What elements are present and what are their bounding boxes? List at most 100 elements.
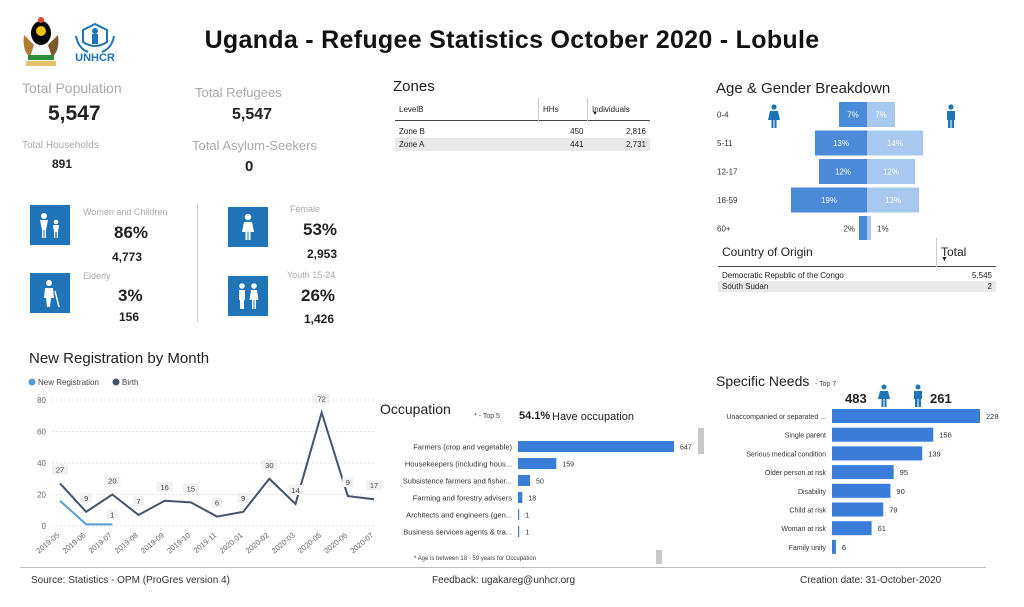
data-label: 1 [110, 510, 114, 519]
value-label: 1 [525, 530, 529, 537]
country-total: 5,545 [971, 271, 992, 280]
table-row[interactable]: Zone B 450 2,816 [395, 121, 650, 139]
male-pct-label: 1% [877, 225, 889, 234]
value-label: 139 [928, 449, 941, 458]
female-pct-label: 19% [821, 196, 837, 205]
female-icon [878, 384, 890, 413]
bar [832, 539, 836, 554]
female-pct-label: 2% [843, 225, 855, 234]
country-header-total[interactable]: Total ▼ [937, 238, 997, 267]
specific-needs-male-count: 261 [930, 391, 952, 406]
female-pct-label: 12% [835, 168, 851, 177]
table-row[interactable]: South Sudan 2 [718, 281, 996, 292]
x-tick-label: 2020-02 [244, 531, 271, 556]
y-tick-label: 80 [37, 396, 46, 405]
occupation-footnote: * Age is between 18 - 59 years for Occup… [414, 556, 537, 562]
footer-rule [20, 567, 986, 568]
bar [518, 441, 674, 452]
y-tick-label: 60 [37, 428, 46, 437]
table-row[interactable]: Zone A 441 2,731 [395, 138, 650, 151]
unhcr-logo-text: UNHCR [75, 52, 115, 64]
data-label: 9 [84, 494, 88, 503]
data-label-bg [106, 509, 118, 520]
data-label: 9 [241, 494, 245, 503]
bar [832, 483, 891, 498]
male-icon-leg [948, 120, 951, 128]
women-children-count: 4,773 [112, 250, 143, 264]
y-tick-label: 40 [37, 459, 46, 468]
y-tick-label: 0 [42, 522, 47, 531]
data-label: 27 [56, 465, 64, 474]
country-header-name[interactable]: Country of Origin [718, 238, 937, 267]
demographics-divider [197, 204, 198, 322]
value-label: 159 [562, 462, 574, 469]
value-label: 6 [842, 543, 846, 552]
zones-header-individuals-label: Individuals [592, 104, 630, 114]
age-group-label: 12-17 [717, 168, 738, 177]
female-bar [815, 130, 867, 156]
x-tick-label: 2020-01 [218, 531, 245, 556]
elderly-label: Elderly [83, 271, 111, 281]
value-label: 95 [900, 468, 908, 477]
bar [832, 427, 934, 442]
x-tick-label: 2020-07 [348, 531, 375, 556]
women-children-pct: 86% [114, 223, 149, 242]
bar [832, 409, 980, 423]
youth-icon [228, 276, 268, 316]
data-label-bg [211, 497, 223, 508]
zone-individuals: 2,731 [625, 140, 646, 149]
x-tick-label: 2019-09 [139, 531, 166, 556]
zones-header-hhs[interactable]: HHs [538, 98, 588, 121]
male-icon-head [948, 104, 954, 110]
female-icon-body [768, 111, 780, 120]
footer-created: Creation date: 31-October-2020 [800, 575, 942, 586]
data-label-bg [133, 495, 144, 506]
value-label: 1 [525, 513, 529, 520]
total-households-label: Total Households [22, 140, 99, 151]
female-bar [839, 102, 867, 127]
registration-chart-title: New Registration by Month [29, 350, 210, 367]
zones-header-individuals[interactable]: Individuals ▼ [588, 98, 651, 121]
zones-header-level[interactable]: LevelB [395, 98, 539, 121]
series-line [59, 409, 375, 518]
value-label: 79 [889, 506, 897, 515]
legend-label: New Registration [38, 378, 99, 387]
bar [832, 446, 923, 461]
male-bar [867, 130, 923, 156]
data-label-bg [156, 481, 173, 492]
legend-marker [28, 378, 36, 386]
value-label: 90 [896, 487, 904, 496]
category-label: Single parent [785, 433, 826, 440]
youth-label: Youth 15-24 [287, 270, 336, 280]
elderly-pct: 3% [118, 286, 143, 305]
occupation-hscroll[interactable] [656, 550, 662, 564]
female-bar [859, 216, 867, 240]
country-name: South Sudan [722, 282, 769, 291]
category-label: Disability [798, 489, 827, 496]
male-pct-label: 7% [875, 111, 887, 120]
category-label: Child at risk [789, 508, 826, 515]
occupation-bar-chart: Farmers (crop and vegetable) 647 Housekeep… [403, 441, 692, 537]
bar [518, 475, 531, 486]
male-bar [867, 159, 915, 184]
female-icon-leg [774, 120, 777, 128]
male-icon [912, 384, 924, 413]
value-label: 50 [536, 479, 544, 486]
category-label: Serious medical condition [746, 451, 826, 458]
total-asylum-value: 0 [245, 158, 254, 175]
female-label: Female [290, 204, 321, 214]
occupation-scrollbar[interactable] [698, 428, 704, 454]
zone-name: Zone A [399, 140, 425, 149]
footer-feedback[interactable]: Feedback: ugakareg@unhcr.org [432, 575, 576, 586]
male-pct-label: 12% [883, 168, 899, 177]
category-label: Architects and engineers (gen... [406, 511, 512, 520]
country-header-row: Country of Origin Total ▼ [718, 238, 996, 267]
country-header-total-label: Total [941, 245, 967, 259]
female-icon [768, 104, 780, 128]
table-row[interactable]: Democratic Republic of the Congo 5,545 [718, 267, 996, 282]
data-label-bg [287, 484, 304, 495]
data-label-bg [342, 477, 354, 488]
value-label: 647 [680, 445, 692, 452]
bar [518, 492, 523, 503]
